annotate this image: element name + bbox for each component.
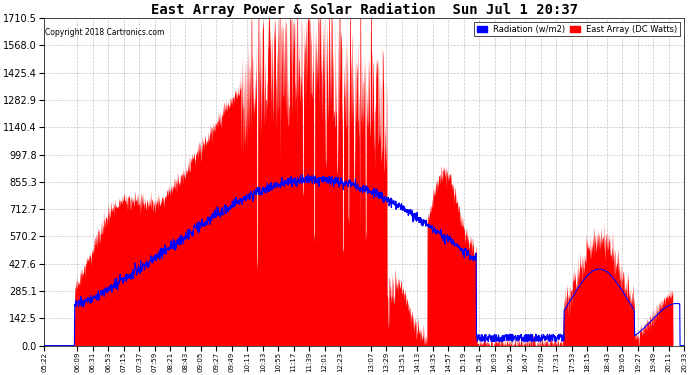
Legend: Radiation (w/m2), East Array (DC Watts): Radiation (w/m2), East Array (DC Watts): [474, 22, 680, 36]
Title: East Array Power & Solar Radiation  Sun Jul 1 20:37: East Array Power & Solar Radiation Sun J…: [150, 3, 578, 17]
Text: Copyright 2018 Cartronics.com: Copyright 2018 Cartronics.com: [45, 28, 164, 37]
